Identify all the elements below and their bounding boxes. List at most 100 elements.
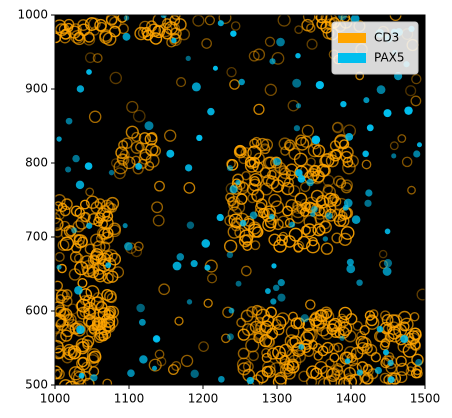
cell <box>382 323 393 334</box>
cell <box>359 324 370 336</box>
cell <box>409 339 421 351</box>
cell <box>362 150 369 158</box>
cell <box>242 241 253 251</box>
cell <box>102 378 113 385</box>
cell <box>125 125 139 139</box>
cell <box>224 214 236 227</box>
cell <box>76 325 85 334</box>
cell <box>348 362 363 377</box>
cell <box>265 288 271 294</box>
cell <box>264 83 277 96</box>
cell <box>177 28 191 41</box>
cell <box>72 371 87 385</box>
cell <box>376 325 384 333</box>
cell <box>413 150 421 158</box>
cell <box>365 189 373 197</box>
cell <box>230 21 241 31</box>
cell <box>96 226 111 241</box>
cell <box>364 199 372 207</box>
cell <box>56 289 68 302</box>
cell <box>306 168 320 182</box>
cell <box>310 367 323 380</box>
cell <box>201 38 212 49</box>
cell <box>363 97 370 104</box>
cell <box>356 279 363 286</box>
cell <box>356 341 370 355</box>
cell <box>276 37 285 47</box>
cell <box>206 273 218 284</box>
cell <box>55 23 69 37</box>
cell <box>71 227 78 234</box>
cell <box>70 205 83 217</box>
cell <box>278 137 292 151</box>
cell <box>239 219 247 227</box>
cell <box>329 149 342 162</box>
cell <box>282 205 293 217</box>
cell <box>346 264 356 274</box>
cell <box>269 58 276 65</box>
cell <box>136 303 145 313</box>
cell <box>97 307 111 321</box>
cell <box>191 82 201 92</box>
cell <box>306 38 318 50</box>
cell <box>55 217 64 231</box>
cell <box>265 306 277 318</box>
cell <box>297 235 311 250</box>
cell <box>295 103 302 109</box>
y-tick-label: 1000 <box>17 8 48 22</box>
cell <box>171 361 182 372</box>
cell <box>160 15 167 19</box>
cell <box>272 284 280 292</box>
cell <box>344 373 353 382</box>
cell <box>344 358 351 364</box>
cell <box>68 347 79 358</box>
cell <box>293 125 301 132</box>
cell <box>229 79 240 90</box>
cell <box>335 178 347 189</box>
cell <box>307 143 322 158</box>
cell <box>92 292 104 303</box>
cell <box>77 357 88 368</box>
cell <box>295 169 303 177</box>
cell <box>356 330 367 341</box>
cell <box>203 298 213 308</box>
cell <box>248 156 261 169</box>
cell <box>123 15 130 21</box>
cell <box>90 374 98 382</box>
cell <box>115 146 128 159</box>
cell <box>303 328 318 343</box>
x-tick-label: 1200 <box>188 392 219 406</box>
cell <box>82 33 96 46</box>
cell <box>383 355 398 369</box>
cell <box>61 351 74 364</box>
cell <box>317 377 331 385</box>
cell <box>343 346 357 359</box>
cell <box>268 193 282 208</box>
cell <box>270 156 283 169</box>
axes-frame <box>54 14 426 386</box>
cell <box>88 17 101 30</box>
cell <box>322 185 336 200</box>
cell <box>292 200 302 211</box>
cell <box>102 227 114 239</box>
cell <box>349 373 363 385</box>
cell <box>92 53 103 64</box>
cell <box>338 15 347 21</box>
cell <box>278 165 289 176</box>
cell <box>309 312 323 327</box>
cell <box>340 100 347 108</box>
cell <box>138 151 152 165</box>
cell <box>299 198 311 210</box>
cell <box>65 166 72 173</box>
cell <box>292 349 306 364</box>
cell <box>385 332 395 343</box>
cell <box>255 321 267 333</box>
cell <box>172 261 182 271</box>
cell <box>311 205 318 213</box>
cell <box>325 212 333 220</box>
cell <box>251 304 263 316</box>
cell <box>378 249 388 259</box>
cell <box>338 232 352 246</box>
cell <box>227 333 234 341</box>
cell <box>246 306 258 318</box>
